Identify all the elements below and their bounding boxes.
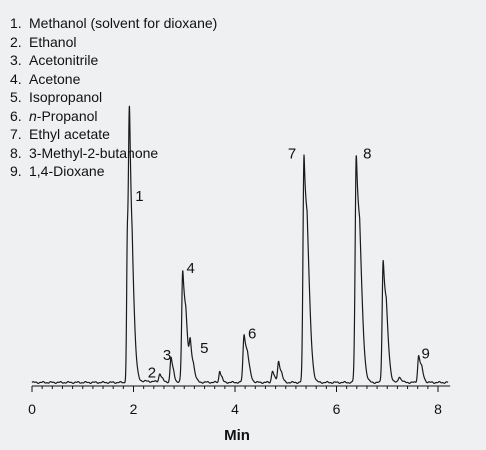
legend-item-italic-prefix: n — [29, 107, 37, 124]
peak-label-1: 1 — [135, 188, 143, 205]
legend-item: 5. Isopropanol — [10, 88, 217, 107]
legend-item-number: 1. — [10, 15, 22, 31]
legend-item: 8. 3-Methyl-2-butanone — [10, 144, 217, 163]
legend-item-number: 3. — [10, 52, 22, 68]
legend-item-label: Methanol (solvent for dioxane) — [29, 15, 218, 31]
legend-item: 1. Methanol (solvent for dioxane) — [10, 14, 217, 33]
legend-item: 9. 1,4-Dioxane — [10, 162, 217, 181]
x-tick-labels: 0 2 4 6 8 — [28, 401, 442, 417]
peak-label-5: 5 — [200, 340, 208, 357]
legend-item-number: 5. — [10, 89, 22, 105]
legend-item-label: Isopropanol — [29, 89, 103, 105]
peak-label-3: 3 — [163, 347, 171, 364]
legend-item-label: 1,4-Dioxane — [29, 163, 105, 179]
peak-label-8: 8 — [363, 146, 371, 163]
x-tick-label: 8 — [434, 401, 442, 417]
x-axis-label: Min — [224, 427, 250, 444]
legend-item-label: Acetone — [29, 70, 81, 87]
legend-item: 2. Ethanol — [10, 33, 217, 52]
x-tick-label: 0 — [28, 401, 36, 417]
legend-item-label: 3-Methyl-2-butanone — [29, 144, 159, 161]
peak-label-2: 2 — [148, 364, 156, 381]
legend-item: 6. n-Propanol — [10, 107, 217, 126]
x-axis — [31, 385, 451, 392]
legend-item-label: -Propanol — [36, 107, 98, 124]
peak-label-6: 6 — [248, 325, 256, 342]
legend-item: 7. Ethyl acetate — [10, 125, 217, 144]
peak-label-7: 7 — [288, 146, 296, 163]
legend-item-number: 6. — [10, 107, 22, 124]
legend-item-number: 9. — [10, 163, 22, 179]
peak-label-9: 9 — [422, 345, 430, 362]
legend-item-number: 8. — [10, 144, 22, 161]
x-tick-label: 6 — [333, 401, 341, 417]
chromatogram-trace — [31, 105, 449, 385]
x-tick-label: 2 — [130, 401, 138, 417]
legend-item-label: Acetonitrile — [29, 52, 99, 68]
legend-item-label: Ethyl acetate — [29, 126, 110, 142]
legend-item: 4. Acetone — [10, 70, 217, 89]
legend-item-number: 2. — [10, 33, 22, 50]
legend-item-label: Ethanol — [29, 33, 77, 50]
legend-item-number: 7. — [10, 126, 22, 142]
legend-item: 3. Acetonitrile — [10, 51, 217, 70]
x-tick-label: 4 — [231, 401, 239, 417]
peak-label-4: 4 — [187, 260, 195, 277]
legend-item-number: 4. — [10, 70, 22, 87]
compound-legend: 1. Methanol (solvent for dioxane) 2. Ethano… — [10, 14, 217, 181]
